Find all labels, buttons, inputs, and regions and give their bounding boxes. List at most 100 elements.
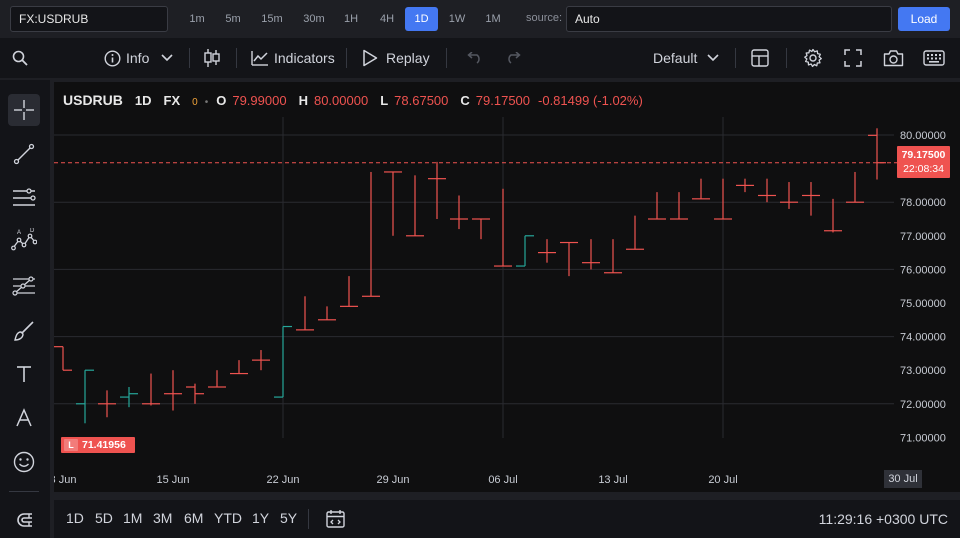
magnet-icon[interactable] xyxy=(8,504,40,536)
ohlc-bar xyxy=(362,171,380,297)
ohlc-bar xyxy=(186,383,204,404)
timeframe-4h-button[interactable]: 4H xyxy=(379,13,395,25)
crosshair-icon[interactable] xyxy=(8,94,40,126)
range-3m-button[interactable]: 3M xyxy=(153,510,173,526)
chart-canvas[interactable]: 80.0000079.0000078.0000077.0000076.00000… xyxy=(54,82,960,492)
load-button[interactable]: Load xyxy=(898,7,950,31)
candles-icon[interactable] xyxy=(203,38,221,78)
svg-text:A: A xyxy=(17,230,21,236)
range-5y-button[interactable]: 5Y xyxy=(280,510,298,526)
replay-button[interactable]: Replay xyxy=(362,38,430,78)
calendar-range-icon[interactable] xyxy=(326,509,345,533)
symbol-input[interactable] xyxy=(10,6,168,32)
timeframe-1m-button[interactable]: 1M xyxy=(485,13,501,25)
bottom-divider xyxy=(308,509,309,529)
layout-icon[interactable] xyxy=(751,38,769,78)
play-icon xyxy=(362,49,378,67)
indicators-icon xyxy=(251,50,269,66)
ohlc-bar xyxy=(802,182,820,216)
low-price-marker: L 71.41956 xyxy=(61,437,135,453)
date-axis-label: 29 Jun xyxy=(376,474,409,486)
gear-icon[interactable] xyxy=(803,38,823,78)
legend-close-value: 79.17500 xyxy=(475,93,531,108)
range-1m-button[interactable]: 1M xyxy=(123,510,143,526)
toolbar-divider xyxy=(446,48,447,68)
range-1y-button[interactable]: 1Y xyxy=(252,510,270,526)
range-ytd-button[interactable]: YTD xyxy=(214,510,242,526)
layout-dropdown[interactable]: Default xyxy=(653,38,719,78)
ohlc-bar xyxy=(670,192,688,220)
date-axis-label: 22 Jun xyxy=(266,474,299,486)
ohlc-bar xyxy=(516,235,534,267)
text-icon[interactable] xyxy=(8,358,40,390)
timeframe-15m-button[interactable]: 15m xyxy=(261,13,283,25)
ohlc-bar xyxy=(428,161,446,219)
date-axis-label: 15 Jun xyxy=(156,474,189,486)
ohlc-bar xyxy=(76,369,94,424)
timeframe-30m-button[interactable]: 30m xyxy=(303,13,325,25)
font-icon[interactable] xyxy=(8,402,40,434)
ohlc-bar xyxy=(142,373,160,406)
legend-status-dot: • xyxy=(204,97,209,108)
search-icon[interactable] xyxy=(12,38,28,78)
bottom-bar: 1D 5D 1M 3M 6M YTD 1Y 5Y 11:29:16 +0300 UTC xyxy=(54,500,960,538)
chevron-down-icon xyxy=(707,54,719,62)
ohlc-bar xyxy=(714,178,732,220)
fullscreen-icon[interactable] xyxy=(844,38,862,78)
timeframe-1w-button[interactable]: 1W xyxy=(448,13,466,25)
layout-label: Default xyxy=(653,50,698,66)
indicators-button[interactable]: Indicators xyxy=(251,38,335,78)
last-price-tag: 79.17500 22:08:34 xyxy=(897,146,950,178)
ohlc-bar xyxy=(846,171,864,203)
price-axis-label: 73.00000 xyxy=(900,365,946,377)
toolbar-divider xyxy=(786,48,787,68)
ohlc-bar xyxy=(340,276,358,307)
source-input[interactable] xyxy=(566,6,892,32)
keyboard-icon[interactable] xyxy=(923,38,945,78)
date-axis-label: 8 Jun xyxy=(54,474,76,486)
redo-icon[interactable] xyxy=(504,38,524,78)
price-axis-label: 80.00000 xyxy=(900,130,946,142)
toolbar-divider xyxy=(189,48,190,68)
chevron-down-icon[interactable] xyxy=(161,54,173,62)
info-button[interactable]: Info xyxy=(104,38,173,78)
forecast-icon[interactable] xyxy=(8,270,40,302)
range-6m-button[interactable]: 6M xyxy=(184,510,204,526)
info-label: Info xyxy=(126,50,150,66)
timeframe-5m-button[interactable]: 5m xyxy=(225,13,241,25)
legend-symbol: USDRUB xyxy=(63,92,123,108)
legend-close-label: C xyxy=(460,93,470,108)
ohlc-bar xyxy=(230,360,248,375)
ohlc-bar xyxy=(208,370,226,388)
trend-line-icon[interactable] xyxy=(8,138,40,170)
low-marker-letter: L xyxy=(64,439,78,451)
camera-icon[interactable] xyxy=(883,38,904,78)
ohlc-bar xyxy=(626,215,644,250)
legend-low-value: 78.67500 xyxy=(394,93,449,108)
range-5d-button[interactable]: 5D xyxy=(95,510,113,526)
price-chart[interactable]: 80.0000079.0000078.0000077.0000076.00000… xyxy=(54,82,960,492)
info-icon xyxy=(104,49,121,67)
ohlc-bar xyxy=(384,171,402,236)
ohlc-bar xyxy=(450,195,468,230)
clock-timezone[interactable]: 11:29:16 +0300 UTC xyxy=(818,511,948,527)
legend-low-label: L xyxy=(380,93,389,108)
range-1d-button[interactable]: 1D xyxy=(66,510,84,526)
price-axis-label: 76.00000 xyxy=(900,264,946,276)
tools-divider xyxy=(9,491,39,492)
emoji-icon[interactable] xyxy=(8,446,40,478)
timeframe-1d-button[interactable]: 1D xyxy=(405,7,438,31)
ohlc-bar xyxy=(736,178,754,193)
brush-icon[interactable] xyxy=(8,315,40,347)
ohlc-bar xyxy=(648,192,666,220)
ohlc-bar xyxy=(252,350,270,371)
fib-icon[interactable] xyxy=(8,182,40,214)
ohlc-bar xyxy=(582,239,600,270)
timeframe-1h-button[interactable]: 1H xyxy=(343,13,359,25)
toolbar-divider xyxy=(346,48,347,68)
top-bar: 1m 5m 15m 30m 1H 4H 1D 1W 1M source: Load xyxy=(0,0,960,38)
undo-icon[interactable] xyxy=(464,38,484,78)
svg-text:D: D xyxy=(30,228,35,234)
timeframe-1m-button[interactable]: 1m xyxy=(189,13,205,25)
